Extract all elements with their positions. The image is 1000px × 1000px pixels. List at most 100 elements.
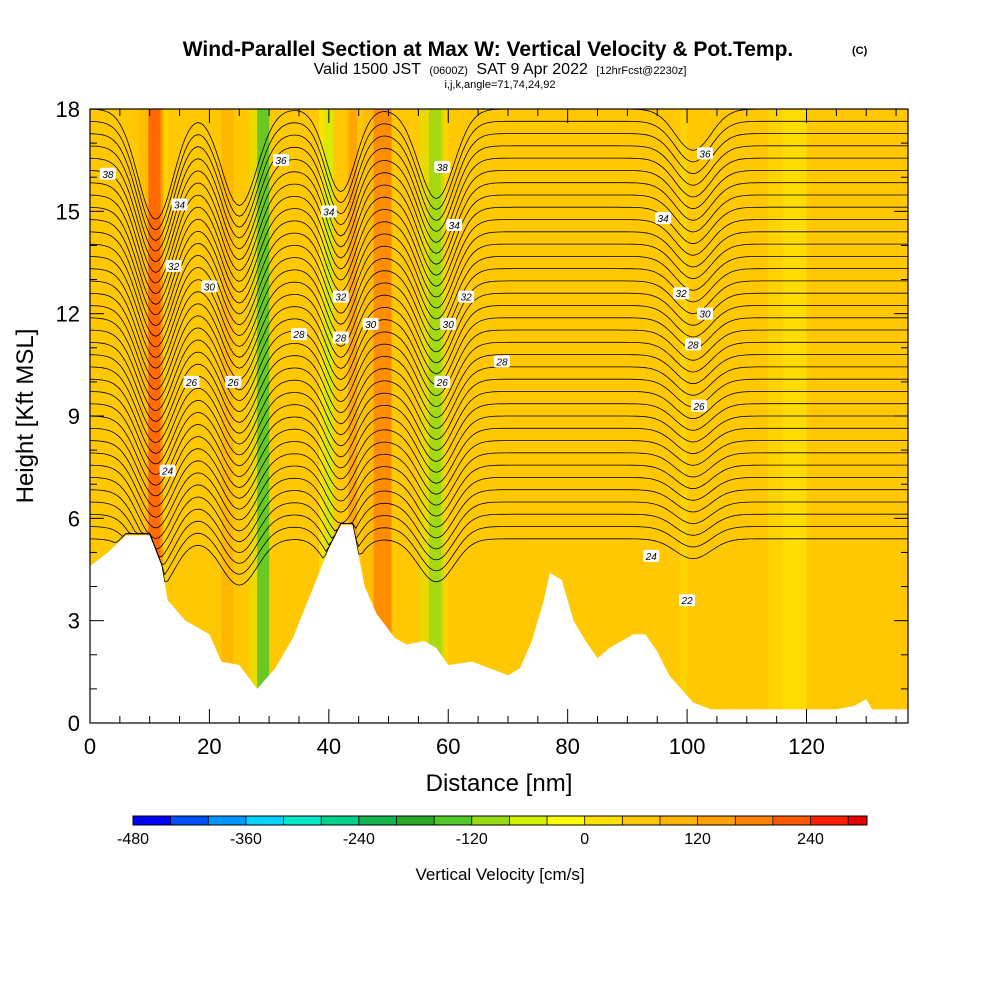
- svg-text:32: 32: [168, 262, 180, 273]
- subtitle-date: SAT 9 Apr 2022: [476, 61, 588, 78]
- terrain: [90, 525, 908, 723]
- theta-contour-line: [90, 523, 908, 576]
- colorbar-tick-label: 240: [797, 831, 824, 848]
- contour-label: 32: [332, 290, 349, 304]
- x-tick-label: 40: [317, 734, 341, 759]
- svg-text:36: 36: [699, 149, 711, 160]
- theta-contour-line: [90, 292, 908, 380]
- colorbar-swatch: [584, 816, 623, 825]
- theta-contour-line: [90, 157, 908, 263]
- colorbar-swatch: [396, 816, 435, 825]
- contour-label: 26: [434, 375, 451, 389]
- theta-contour-line: [90, 427, 908, 497]
- subtitle-valid: Valid 1500 JST: [314, 61, 422, 78]
- svg-text:38: 38: [102, 170, 114, 181]
- colorbar-swatch: [547, 816, 585, 825]
- theta-contour-line: [90, 145, 908, 252]
- theta-contour-line: [90, 403, 908, 476]
- contour-label: 28: [685, 338, 702, 351]
- x-tick-label: 120: [788, 734, 825, 759]
- colorbar-swatch: [772, 816, 811, 825]
- contour-label: 36: [273, 154, 290, 167]
- theta-contour-line: [90, 354, 908, 433]
- y-tick-label: 15: [56, 199, 80, 224]
- colorbar-swatch: [170, 816, 209, 825]
- svg-text:22: 22: [681, 596, 694, 607]
- copyright-mark: (C): [852, 45, 868, 57]
- colorbar-tick-label: 120: [684, 831, 711, 848]
- colorbar-tick-label: -480: [117, 831, 149, 848]
- y-tick-label: 12: [56, 302, 80, 327]
- theta-contour-line: [90, 452, 908, 518]
- contour-label: 24: [159, 464, 176, 478]
- colorbar-swatch: [208, 816, 247, 825]
- contour-label: 30: [362, 317, 379, 331]
- contour-label: 26: [691, 399, 708, 413]
- theta-contour-line: [90, 464, 908, 529]
- x-axis-label: Distance [nm]: [426, 770, 573, 797]
- svg-text:32: 32: [461, 293, 473, 304]
- theta-contour-line: [90, 219, 908, 316]
- colorbar-tick-label: -120: [456, 831, 488, 848]
- colorbar-tick-label: -240: [343, 831, 375, 848]
- contour-label: 38: [434, 160, 451, 174]
- theta-contour-line: [90, 182, 908, 284]
- y-axis-label: Height [Kft MSL]: [12, 329, 39, 504]
- velocity-band: [167, 109, 180, 723]
- svg-text:34: 34: [449, 221, 461, 232]
- grid-note: i,j,k,angle=71,74,24,92: [444, 79, 555, 91]
- velocity-band: [221, 109, 234, 723]
- velocity-band-edge: [250, 109, 258, 723]
- theta-contour-line: [90, 133, 908, 241]
- velocity-band: [257, 109, 270, 723]
- velocity-band-edge: [441, 109, 449, 723]
- theta-contour-line: [90, 120, 908, 231]
- theta-contour-line: [90, 243, 908, 337]
- theta-contour-line: [90, 378, 908, 454]
- theta-contour-line: [90, 391, 908, 465]
- svg-text:32: 32: [335, 293, 347, 304]
- theta-contour-line: [90, 268, 908, 359]
- contour-label: 38: [99, 167, 116, 181]
- theta-contour-line: [90, 317, 908, 401]
- contour-label: 32: [458, 290, 475, 304]
- svg-text:30: 30: [204, 282, 216, 293]
- theta-contour-line: [90, 489, 908, 550]
- svg-text:28: 28: [334, 334, 347, 345]
- contour-label: 30: [696, 307, 713, 321]
- y-tick-label: 6: [68, 506, 80, 531]
- velocity-band-edge: [214, 109, 222, 723]
- svg-text:34: 34: [658, 214, 670, 225]
- velocity-band-edge: [679, 109, 688, 723]
- svg-text:28: 28: [686, 340, 699, 351]
- colorbar-swatch: [735, 816, 774, 825]
- x-tick-label: 80: [555, 734, 579, 759]
- velocity-band-edge: [362, 109, 374, 723]
- svg-text:26: 26: [185, 378, 198, 389]
- velocity-band: [324, 109, 334, 723]
- svg-text:26: 26: [692, 402, 705, 413]
- theta-contour-line: [90, 513, 908, 565]
- y-tick-label: 18: [56, 97, 80, 122]
- theta-contour-line: [90, 305, 908, 390]
- theta-contour-line: [90, 477, 908, 539]
- theta-contour-line: [90, 255, 908, 348]
- svg-text:36: 36: [276, 156, 288, 167]
- y-tick-label: 0: [68, 711, 80, 736]
- contour-label: 34: [655, 212, 672, 225]
- colorbar-swatch: [659, 816, 698, 825]
- theta-contour-line: [90, 231, 908, 327]
- contour-label: 30: [440, 317, 457, 331]
- chart-subtitle: Valid 1500 JST (0600Z) SAT 9 Apr 2022 [1…: [314, 61, 687, 78]
- colorbar-swatch: [358, 816, 397, 825]
- svg-text:30: 30: [443, 320, 455, 331]
- svg-text:24: 24: [645, 552, 658, 563]
- theta-contour-line: [90, 415, 908, 486]
- theta-contour-line: [90, 194, 908, 295]
- contour-label: 26: [225, 375, 242, 389]
- x-tick-label: 0: [84, 734, 96, 759]
- velocity-band: [373, 109, 392, 723]
- svg-text:34: 34: [174, 201, 186, 212]
- theta-contour-line: [90, 501, 908, 558]
